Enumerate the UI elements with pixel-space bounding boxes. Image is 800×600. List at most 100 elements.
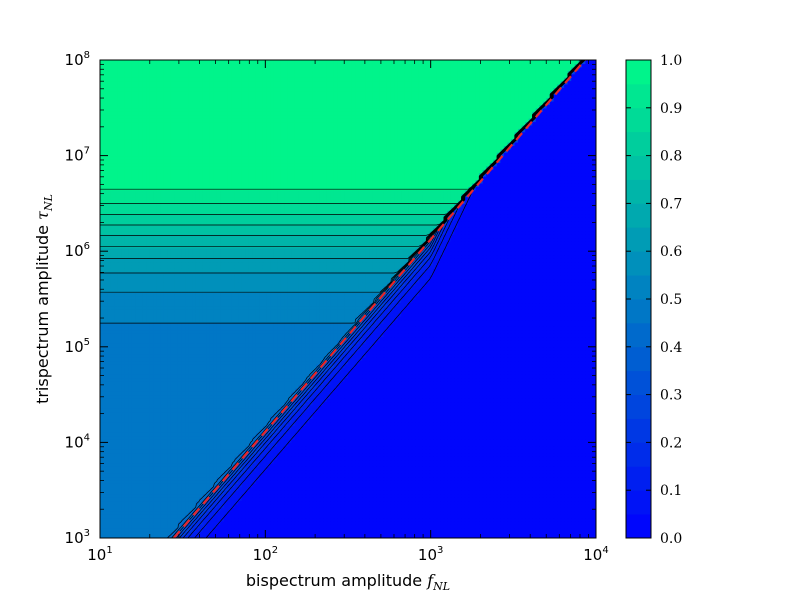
contour-band-cell [568,514,572,518]
contour-band-cell [532,521,536,525]
contour-band-cell [320,528,324,532]
contour-band-cell [228,514,232,518]
contour-band-cell [267,524,271,528]
contour-band-cell [394,521,398,525]
contour-band-cell [259,497,263,501]
contour-band-cell [515,504,519,508]
contour-band-cell [135,507,139,511]
contour-band-cell [111,514,115,518]
contour-band-cell [143,528,147,532]
contour-band-cell [135,504,139,508]
contour-band-cell [575,514,579,518]
contour-band-cell [366,507,370,511]
contour-band-cell [532,504,536,508]
contour-band-cell [415,507,419,511]
contour-band-cell [252,497,256,501]
contour-band-cell [504,511,508,515]
contour-band-cell [539,524,543,528]
contour-band-cell [327,500,331,504]
contour-band-cell [125,518,129,522]
contour-band-cell [104,504,108,508]
contour-band-cell [585,514,589,518]
contour-band-cell [575,531,579,535]
contour-band-cell [352,524,356,528]
contour-band-cell [291,528,295,532]
contour-band-cell [242,521,246,525]
contour-band-cell [405,524,409,528]
contour-band-cell [543,528,547,532]
contour-band-cell [529,521,533,525]
contour-band-cell [157,524,161,528]
contour-band-cell [164,507,168,511]
contour-band-cell [507,521,511,525]
contour-band-cell [245,514,249,518]
contour-band-cell [387,507,391,511]
contour-band-cell [458,504,462,508]
contour-band-cell [305,521,309,525]
contour-band-cell [344,507,348,511]
contour-band-cell [355,514,359,518]
contour-band-cell [249,511,253,515]
contour-band-cell [281,521,285,525]
contour-band-cell [515,531,519,535]
contour-band-cell [401,518,405,522]
contour-band-cell [398,500,402,504]
contour-band-cell [461,511,465,515]
contour-band-cell [167,500,171,504]
contour-band-cell [267,497,271,501]
contour-band-cell [107,531,111,535]
contour-band-cell [553,531,557,535]
contour-band-cell [539,511,543,515]
contour-band-cell [111,521,115,525]
contour-band-cell [323,500,327,504]
contour-band-cell [511,528,515,532]
contour-band-cell [387,504,391,508]
contour-band-cell [437,497,441,501]
contour-band-cell [366,500,370,504]
contour-band-cell [150,504,154,508]
contour-band-cell [515,500,519,504]
contour-band-cell [178,514,182,518]
contour-band-cell [575,507,579,511]
contour-band-cell [564,514,568,518]
contour-band-cell [135,500,139,504]
contour-band-cell [263,518,267,522]
contour-band-cell [507,511,511,515]
contour-band-cell [107,521,111,525]
contour-band-cell [483,531,487,535]
contour-band-cell [139,507,143,511]
contour-band-cell [582,511,586,515]
contour-band-cell [504,521,508,525]
contour-band-cell [132,511,136,515]
contour-band-cell [582,507,586,511]
contour-band-cell [316,524,320,528]
contour-band-cell [419,500,423,504]
contour-band-cell [118,507,122,511]
contour-band-cell [447,524,451,528]
contour-band-cell [185,500,189,504]
contour-band-cell [213,521,217,525]
contour-band-cell [504,500,508,504]
contour-band-cell [327,511,331,515]
contour-band-cell [536,514,540,518]
contour-band-cell [518,531,522,535]
contour-band-cell [529,497,533,501]
contour-band-cell [235,531,239,535]
contour-band-cell [546,524,550,528]
contour-band-cell [330,504,334,508]
contour-band-cell [309,504,313,508]
contour-band-cell [561,504,565,508]
contour-band-cell [405,518,409,522]
contour-band-cell [444,518,448,522]
contour-band-cell [337,507,341,511]
contour-band-cell [220,531,224,535]
contour-band-cell [352,528,356,532]
contour-band-cell [557,511,561,515]
contour-band-cell [305,500,309,504]
contour-band-cell [238,518,242,522]
contour-band-cell [323,521,327,525]
contour-band-cell [242,528,246,532]
contour-band-cell [167,504,171,508]
contour-band-cell [437,504,441,508]
contour-band-cell [493,524,497,528]
